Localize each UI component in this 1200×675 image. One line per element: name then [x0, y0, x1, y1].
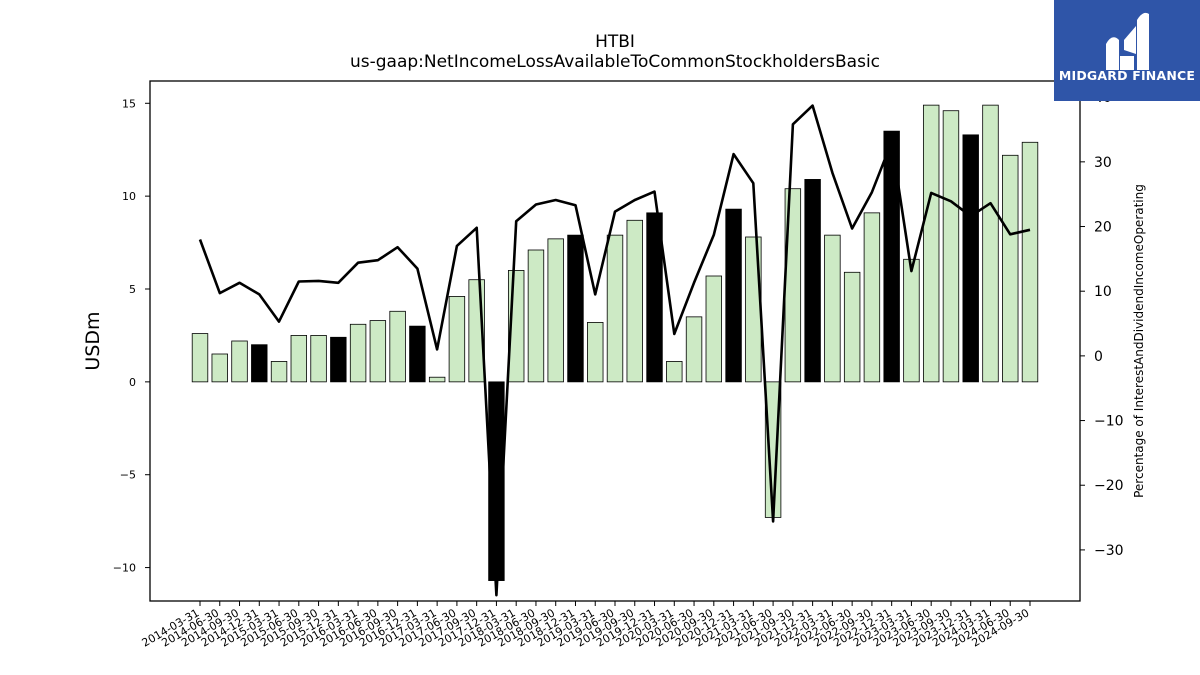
bar: [191, 333, 209, 383]
bar: [448, 296, 466, 383]
bar: [666, 361, 683, 383]
bar: [231, 340, 248, 383]
y-tick-label: −5: [120, 469, 136, 482]
bar: [251, 344, 268, 383]
logo-mark-icon: [1106, 12, 1149, 70]
bar: [646, 212, 663, 383]
y-tick-label: −10: [113, 562, 136, 575]
bar: [567, 234, 584, 383]
bar: [428, 376, 446, 383]
y2-tick-label: 20: [1094, 220, 1112, 236]
bar: [626, 219, 643, 383]
y2-tick-label: 30: [1094, 155, 1112, 171]
bar: [527, 249, 545, 383]
y2-tick-label: 0: [1094, 349, 1103, 365]
bar: [330, 336, 347, 383]
bar: [290, 335, 308, 383]
midgard-finance-logo: MIDGARD FINANCE: [1054, 0, 1200, 101]
bar: [1021, 141, 1039, 383]
y2-tick-label: −30: [1094, 543, 1124, 559]
bar: [863, 212, 881, 383]
y-tick-label: 5: [129, 283, 136, 296]
bar: [310, 335, 327, 383]
bar: [725, 208, 742, 383]
bar: [804, 179, 821, 383]
bar: [824, 234, 841, 383]
y-axis-label: USDm: [82, 311, 104, 370]
bar: [903, 258, 920, 383]
bar: [270, 361, 288, 383]
chart-title: HTBI: [595, 32, 635, 52]
y-tick-label: 10: [122, 190, 136, 203]
bar: [211, 353, 228, 383]
y2-tick-label: 10: [1094, 284, 1112, 300]
y-tick-label: 15: [122, 97, 136, 110]
logo-text: MIDGARD FINANCE: [1058, 68, 1196, 83]
y2-tick-label: −10: [1094, 414, 1124, 430]
y2-tick-label: −20: [1094, 478, 1124, 494]
bar: [843, 271, 861, 383]
y2-axis-label: Percentage of InterestAndDividendIncomeO…: [1132, 184, 1146, 498]
bar: [389, 310, 406, 383]
bar: [1002, 154, 1019, 383]
bar: [547, 238, 564, 383]
bar: [349, 323, 367, 383]
bar: [962, 134, 979, 383]
y-tick-label: 0: [129, 376, 136, 389]
bar: [705, 275, 723, 383]
bar: [883, 130, 900, 383]
bar: [942, 110, 960, 383]
bar: [982, 104, 999, 383]
bar: [922, 104, 940, 383]
line-series: [198, 104, 1031, 597]
bar: [409, 325, 426, 383]
bar: [685, 316, 703, 383]
chart-subtitle: us-gaap:NetIncomeLossAvailableToCommonSt…: [349, 52, 881, 72]
bar: [587, 322, 604, 383]
bar: [369, 320, 387, 383]
bar: [606, 234, 624, 383]
